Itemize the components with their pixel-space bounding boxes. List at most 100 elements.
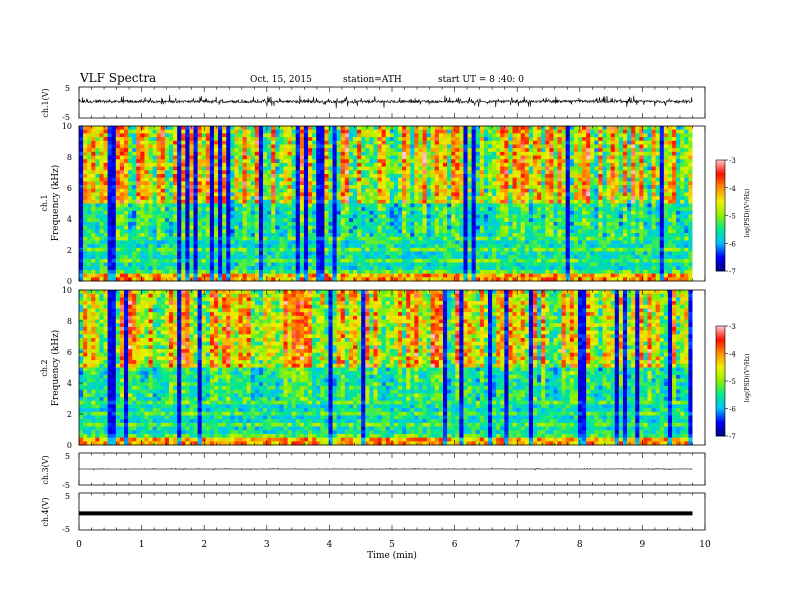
ch1-spectrogram-cell	[213, 244, 219, 249]
ch1-spectrogram-cell	[279, 199, 284, 204]
ch1-spectrogram-cell	[377, 162, 383, 167]
ch1-spectrogram-cell	[365, 229, 370, 234]
ch1-spectrogram-cell	[136, 173, 141, 179]
ch1-spectrogram-cell	[377, 133, 383, 138]
ch1-spectrogram-cell	[365, 177, 370, 182]
ch1-spectrogram-cell	[467, 166, 473, 171]
ch1-spectrogram-cell	[238, 166, 243, 171]
ch1-spectrogram-cell	[365, 133, 370, 138]
ch1-spectrogram-cell	[508, 199, 513, 204]
ch1-spectrogram-cell	[271, 166, 276, 171]
ch1-spectrogram-cell	[353, 181, 358, 186]
ch1-spectrogram-cell	[279, 262, 284, 267]
ch1-spectrogram-cell	[414, 225, 419, 230]
ch1-spectrogram-cell	[128, 159, 133, 164]
ch1-spectrogram-cell	[467, 162, 473, 167]
ch1-spectrogram-cell	[332, 151, 338, 156]
ch1-spectrogram-cell	[246, 203, 252, 208]
ch1-spectrogram-cell	[353, 221, 358, 227]
ch1-spectrogram-cell	[299, 214, 305, 219]
ch1-spectrogram-cell	[483, 225, 489, 230]
ch1-spectrogram-cell	[455, 273, 460, 278]
ch1-spectrogram-cell	[508, 247, 513, 252]
ch1-spectrogram-cell	[279, 129, 284, 134]
ch1-spectrogram-cell	[299, 155, 305, 160]
ch1-spectrogram-cell	[389, 140, 395, 145]
ch1-spectrogram-cell	[222, 159, 227, 164]
ch1-spectrogram-cell	[508, 155, 513, 160]
ch1-spectrogram-cell	[430, 203, 436, 208]
ch1-spectrogram-cell	[475, 185, 481, 190]
ch1-spectrogram-cell	[140, 225, 145, 230]
ch1-spectrogram-cell	[238, 151, 243, 156]
ch1-spectrogram-cell	[291, 126, 297, 131]
ch1-spectrogram-cell	[455, 192, 460, 197]
ch1-spectrogram-cell	[111, 233, 117, 238]
ch1-spectrogram-cell	[426, 277, 432, 282]
ch1-spectrogram-cell	[492, 199, 497, 204]
ch1-spectrogram-cell	[168, 133, 174, 138]
ch1-spectrogram-cell	[471, 277, 477, 282]
ch1-spectrogram-cell	[209, 199, 215, 204]
ch1-spectrogram-cell	[128, 266, 133, 271]
ch1-spectrogram-cell	[553, 144, 558, 149]
ch1-spectrogram-cell	[189, 247, 194, 252]
ch1-spectrogram-cell	[91, 269, 96, 275]
ch1-spectrogram-cell	[218, 277, 223, 282]
ch1-spectrogram-cell	[357, 173, 362, 179]
ch1-spectrogram-cell	[336, 155, 342, 160]
ch1-spectrogram-cell	[357, 188, 362, 193]
ch1-spectrogram-cell	[275, 196, 280, 201]
ch1-spectrogram-cell	[500, 269, 505, 275]
ch1-spectrogram-cell	[111, 144, 117, 149]
ch1-waveform-panel: 5 -5 ch.1(V)	[41, 84, 706, 122]
ch1-spectrogram-cell	[357, 214, 362, 219]
ch1-spectrogram-cell	[287, 221, 293, 227]
ch1-spectrogram-cell	[447, 236, 452, 241]
ch1-spectrogram-cell	[201, 181, 207, 186]
ch1-spectrogram-cell	[508, 144, 513, 149]
ch1-spectrogram-cell	[87, 218, 92, 223]
ch1-spectrogram-cell	[246, 166, 252, 171]
ch1-spectrogram-cell	[254, 137, 260, 142]
ch1-spectrogram-cell	[316, 196, 321, 201]
ch1-spectrogram-cell	[443, 133, 448, 138]
ch1-spectrogram-cell	[500, 177, 505, 182]
ch1-spectrogram-cell	[218, 269, 223, 275]
ch1-spectrogram-cell	[512, 144, 518, 149]
ch1-spectrogram-cell	[471, 144, 477, 149]
ch1-spectrogram-cell	[152, 140, 158, 145]
ch1-spectrogram-cell	[353, 144, 358, 149]
ch1-spectrogram-cell	[508, 129, 513, 134]
ch1-spectrogram-cell	[218, 221, 223, 227]
ch1-spectrogram-cell	[263, 233, 268, 238]
ch1-spectrogram-cell	[79, 196, 84, 201]
ch1-spectrogram-cell	[463, 173, 468, 179]
ch1-spectrogram-cell	[123, 133, 129, 138]
date-label: Oct. 15, 2015	[250, 75, 312, 85]
ch1-spectrogram-cell	[459, 255, 464, 260]
ch1-spectrogram-cell	[181, 173, 186, 179]
ch1-spectrogram-cell	[516, 266, 522, 271]
ch1-spectrogram-cell	[193, 144, 199, 149]
ch1-spectrogram-cell	[83, 207, 88, 212]
ch1-spectrogram-cell	[279, 221, 284, 227]
ch1-spectrogram-cell	[87, 151, 92, 156]
ch1-spectrogram-cell	[532, 273, 538, 278]
ch1-spectrogram-cell	[160, 203, 166, 208]
ch1-spectrogram-cell	[209, 162, 215, 167]
ch1-spectrogram-cell	[357, 262, 362, 267]
ch1-spectrogram-cell	[340, 233, 346, 238]
ch1-spectrogram-cell	[430, 266, 436, 271]
ch1-spectrogram-cell	[369, 188, 374, 193]
ch1-spectrogram-cell	[254, 192, 260, 197]
ch1-spectrogram-cell	[250, 177, 256, 182]
ch1-spectrogram-cell	[218, 225, 223, 230]
ch1-spectrogram-cell	[545, 207, 550, 212]
ch1-spectrogram-cell	[99, 262, 104, 267]
ch1-spectrogram-cell	[365, 251, 370, 256]
ch1-spectrogram-cell	[291, 185, 297, 190]
ch1-spectrogram-cell	[103, 229, 109, 234]
ch1-spectrogram-cell	[99, 188, 104, 193]
ch1-spectrogram-cell	[406, 144, 411, 149]
